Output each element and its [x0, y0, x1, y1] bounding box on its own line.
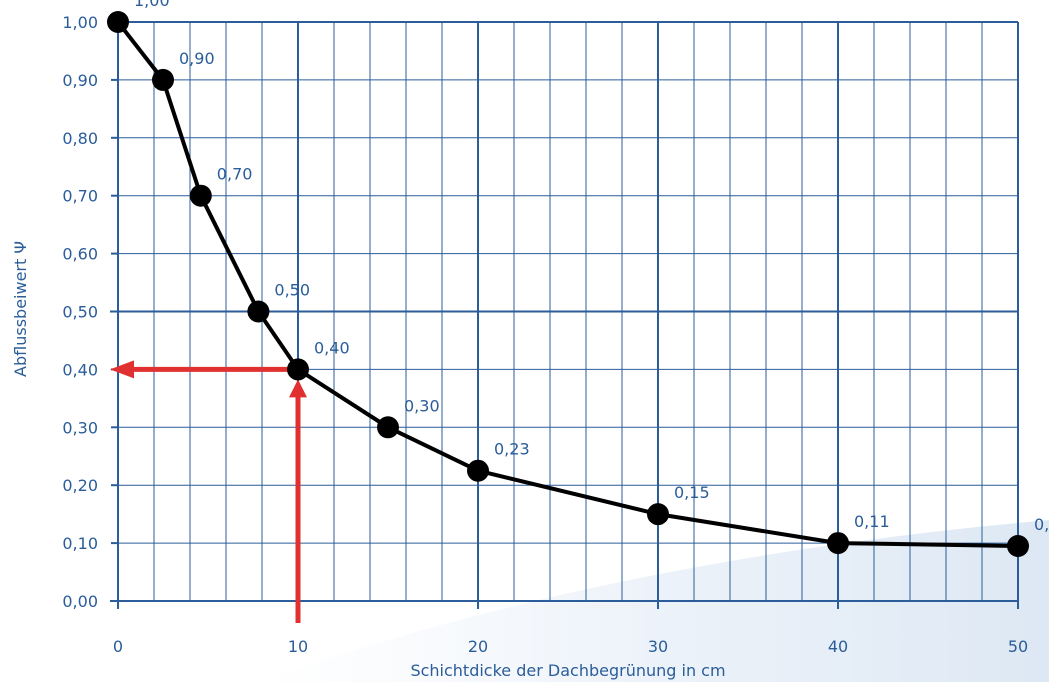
data-label: 0,90: [179, 49, 215, 68]
data-point: [1007, 534, 1029, 557]
data-point: [107, 11, 129, 33]
data-point: [287, 358, 309, 381]
y-tick-label: 0,20: [62, 476, 98, 495]
y-axis-tick-labels: 0,00 0,10 0,20 0,30 0,40 0,50 0,60 0,70 0,80 0,90…: [62, 13, 98, 611]
x-tick-label: 50: [1008, 637, 1028, 656]
data-label: 0,70: [217, 165, 253, 184]
y-tick-label: 0,60: [62, 245, 98, 264]
y-tick-label: 0,50: [62, 303, 98, 322]
data-points: [107, 11, 1029, 557]
data-label: 1,00: [134, 0, 170, 10]
arrow-vertical-head: [289, 379, 307, 398]
y-tick-label: 0,80: [62, 129, 98, 148]
series-line: [116, 20, 1019, 548]
x-axis-tick-labels: 0 10 20 30 40 50: [113, 637, 1028, 656]
y-tick-label: 0,40: [62, 360, 98, 379]
y-tick-label: 0,10: [62, 534, 98, 553]
y-tick-label: 0,70: [62, 187, 98, 206]
data-point: [647, 503, 669, 526]
major-gridlines: [110, 21, 1019, 609]
data-label: 0,40: [314, 338, 350, 357]
y-tick-label: 0,00: [62, 592, 98, 611]
data-labels: 1,00 0,90 0,70 0,50 0,40 0,30 0,23 0,15 0,11 0,10: [134, 0, 1049, 534]
x-axis-title: Schichtdicke der Dachbegrünung in cm: [410, 661, 725, 680]
data-point: [189, 184, 212, 207]
y-tick-label: 0,30: [62, 418, 98, 437]
y-tick-label: 1,00: [62, 13, 98, 32]
data-label: 0,11: [854, 512, 890, 531]
x-tick-label: 20: [468, 637, 488, 656]
data-label: 0,15: [674, 483, 710, 502]
data-label: 0,23: [494, 440, 530, 459]
data-point: [377, 416, 399, 439]
data-point: [467, 459, 489, 482]
x-tick-label: 30: [648, 637, 668, 656]
data-label: 0,10: [1034, 515, 1049, 534]
data-point: [247, 300, 270, 323]
data-point: [152, 68, 174, 91]
reading-arrows: [110, 360, 307, 623]
data-point: [827, 532, 849, 555]
x-tick-label: 40: [828, 637, 848, 656]
y-axis-title: Abflussbeiwert Ψ: [11, 241, 30, 377]
y-tick-label: 0,90: [62, 71, 98, 90]
x-tick-label: 0: [113, 637, 123, 656]
data-label: 0,50: [274, 281, 310, 300]
arrow-horizontal-head: [110, 360, 134, 379]
data-label: 0,30: [404, 396, 440, 415]
x-tick-label: 10: [288, 637, 308, 656]
